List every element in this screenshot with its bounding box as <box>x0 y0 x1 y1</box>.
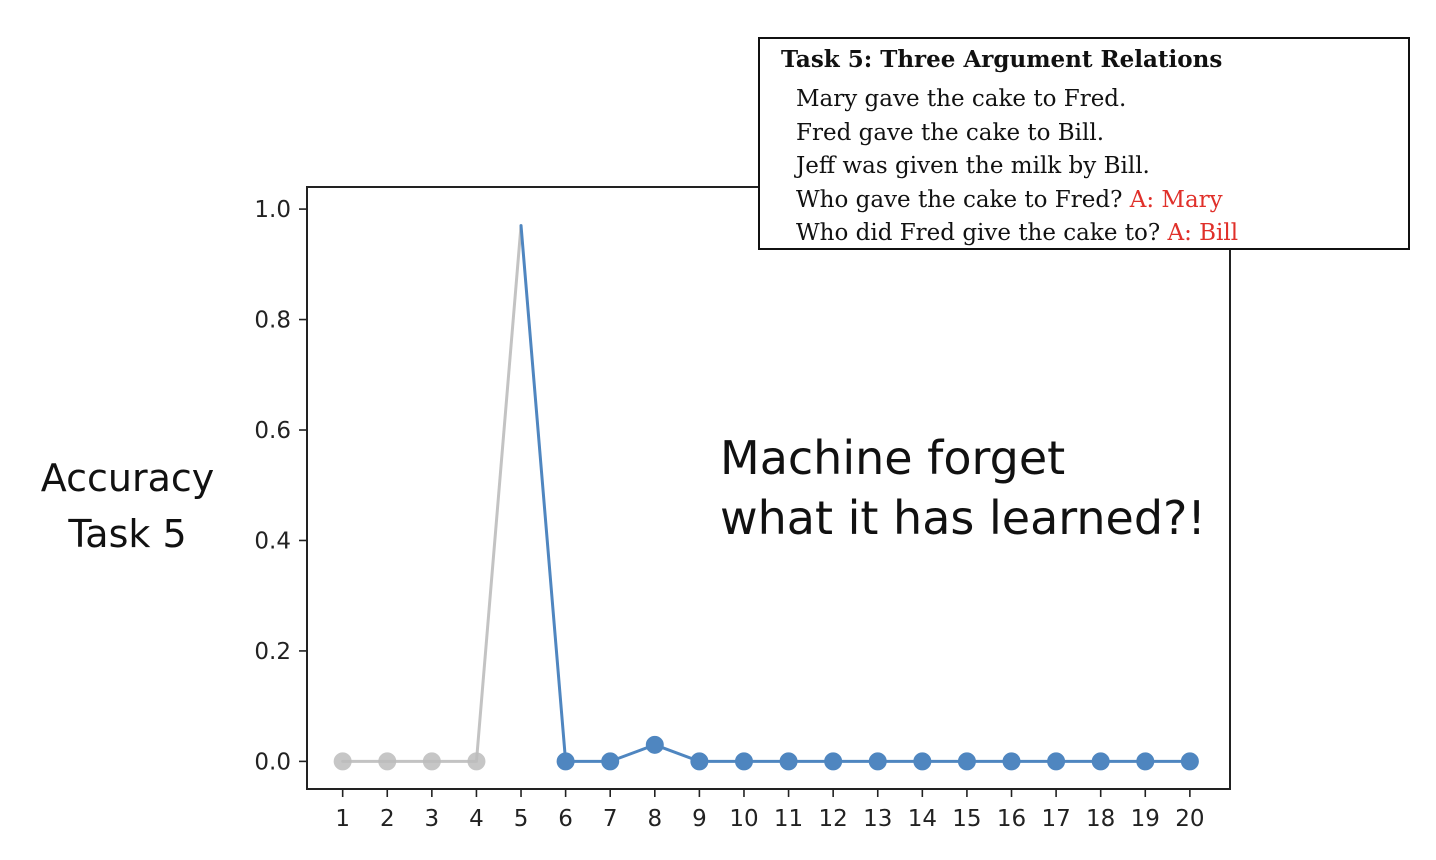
x-tick-label: 19 <box>1131 806 1160 832</box>
task-line: Mary gave the cake to Fred. <box>796 83 1238 117</box>
data-point <box>1047 752 1066 771</box>
y-tick-label: 0.8 <box>254 308 291 334</box>
data-point <box>957 752 976 771</box>
data-point <box>779 752 798 771</box>
data-point <box>601 752 620 771</box>
data-point <box>913 752 932 771</box>
task-line-answer: A: Mary <box>1129 186 1223 213</box>
x-tick-label: 1 <box>335 806 350 832</box>
data-point <box>1180 752 1199 771</box>
x-tick-label: 2 <box>380 806 395 832</box>
annotation-line-1: Machine forget <box>720 431 1066 485</box>
x-tick-label: 12 <box>819 806 848 832</box>
data-point <box>868 752 887 771</box>
data-point <box>690 752 709 771</box>
task-title: Task 5: Three Argument Relations <box>781 46 1223 73</box>
task-example-box: Task 5: Three Argument Relations Mary ga… <box>758 37 1410 250</box>
x-tick-label: 11 <box>774 806 803 832</box>
y-axis-label-line-2: Task 5 <box>68 512 187 556</box>
series-line <box>519 224 1192 763</box>
x-tick-label: 3 <box>425 806 440 832</box>
x-tick-label: 20 <box>1175 806 1204 832</box>
data-point <box>1136 752 1155 771</box>
forgetting-annotation: Machine forget what it has learned?! <box>720 428 1206 548</box>
x-tick-label: 8 <box>647 806 662 832</box>
data-point <box>734 752 753 771</box>
x-tick-label: 10 <box>729 806 758 832</box>
task-line: Jeff was given the milk by Bill. <box>796 150 1238 184</box>
task-lines: Mary gave the cake to Fred. Fred gave th… <box>796 83 1238 251</box>
data-point <box>467 752 486 771</box>
task-line-answer: A: Bill <box>1167 220 1239 246</box>
x-tick-label: 4 <box>469 806 484 832</box>
data-point <box>1091 752 1110 771</box>
y-axis-label: Accuracy Task 5 <box>20 450 235 562</box>
task-line-text: Fred gave the cake to Bill. <box>796 119 1105 146</box>
data-point <box>556 752 575 771</box>
x-tick-label: 13 <box>863 806 892 832</box>
task-line-text: Mary gave the cake to Fred. <box>796 86 1127 112</box>
x-tick-label: 15 <box>952 806 981 832</box>
annotation-line-2: what it has learned?! <box>720 491 1206 545</box>
y-tick-label: 0.4 <box>254 528 291 554</box>
task-line: Fred gave the cake to Bill. <box>796 117 1238 151</box>
data-point <box>824 752 843 771</box>
x-tick-label: 16 <box>997 806 1026 832</box>
data-point <box>645 735 664 754</box>
x-axis-ticks: 1 2 3 4 5 6 7 8 9 10 11 12 13 14 15 16 17 18 19 20 <box>335 789 1205 832</box>
x-tick-label: 9 <box>692 806 707 832</box>
task-line: Who gave the cake to Fred? A: Mary <box>796 184 1238 218</box>
task-line: Who did Fred give the cake to? A: Bill <box>796 217 1238 251</box>
task-line-text: Jeff was given the milk by Bill. <box>796 153 1150 179</box>
x-tick-label: 5 <box>514 806 529 832</box>
data-point <box>422 752 441 771</box>
data-point <box>378 752 397 771</box>
y-tick-label: 0.6 <box>254 418 291 444</box>
y-axis-ticks: 0.0 0.2 0.4 0.6 0.8 1.0 <box>254 197 307 775</box>
x-tick-label: 14 <box>908 806 937 832</box>
x-tick-label: 18 <box>1086 806 1115 832</box>
y-tick-label: 1.0 <box>254 197 291 223</box>
x-tick-label: 6 <box>558 806 573 832</box>
task-line-text: Who did Fred give the cake to? <box>796 220 1168 246</box>
data-point <box>1002 752 1021 771</box>
x-tick-label: 7 <box>603 806 618 832</box>
x-tick-label: 17 <box>1041 806 1070 832</box>
y-tick-label: 0.0 <box>254 749 291 775</box>
y-tick-label: 0.2 <box>254 639 291 665</box>
task-line-text: Who gave the cake to Fred? <box>796 186 1130 213</box>
series-layer <box>333 224 1199 771</box>
series-line <box>341 224 523 763</box>
y-axis-label-line-1: Accuracy <box>40 456 215 500</box>
data-point <box>333 752 352 771</box>
